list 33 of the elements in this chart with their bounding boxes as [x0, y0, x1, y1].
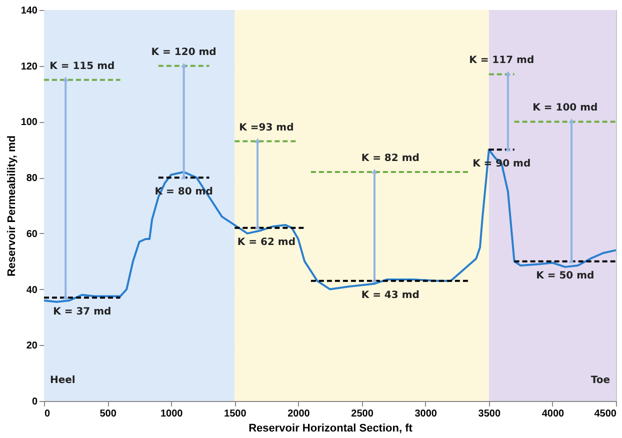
- y-axis-title: Reservoir Permeability, md: [6, 135, 18, 277]
- y-tick-label: 100: [20, 117, 38, 128]
- y-tick-label: 0: [32, 396, 38, 408]
- x-tick-label: 3000: [414, 408, 438, 420]
- y-tick-label: 40: [26, 284, 38, 296]
- x-axis-title: Reservoir Horizontal Section, ft: [248, 422, 413, 434]
- band-label: Toe: [590, 375, 610, 386]
- y-tick-label: 120: [20, 61, 38, 72]
- x-tick-label: 4000: [542, 408, 565, 420]
- annotation: K = 43 md: [361, 290, 420, 301]
- x-tick-label: 4500: [594, 408, 617, 420]
- x-tick-label: 3500: [478, 408, 501, 420]
- annotation: K = 50 md: [536, 270, 594, 282]
- y-tick-label: 80: [26, 173, 38, 184]
- x-tick-label: 1500: [224, 408, 247, 420]
- x-tick-label: 500: [100, 408, 117, 420]
- annotation: K = 100 md: [532, 102, 598, 114]
- band-label: Heel: [50, 375, 76, 386]
- annotation: K = 117 md: [469, 55, 534, 66]
- y-tick-label: 60: [26, 228, 38, 240]
- x-tick-label: 0: [44, 408, 50, 420]
- y-tick-label: 140: [20, 6, 38, 16]
- line-series: [43, 148, 617, 303]
- x-tick-label: 2000: [288, 408, 310, 420]
- annotation: K =93 md: [239, 122, 294, 134]
- annotation: K = 115 md: [50, 60, 115, 72]
- x-tick-label: 1000: [160, 408, 184, 420]
- y-tick-label: 20: [26, 340, 38, 352]
- annotation: K = 82 md: [361, 152, 420, 164]
- annotation: K = 62 md: [237, 236, 296, 248]
- annotation: K = 37 md: [53, 306, 112, 318]
- x-tick-label: 2500: [351, 408, 374, 420]
- annotation: K = 120 md: [151, 46, 216, 58]
